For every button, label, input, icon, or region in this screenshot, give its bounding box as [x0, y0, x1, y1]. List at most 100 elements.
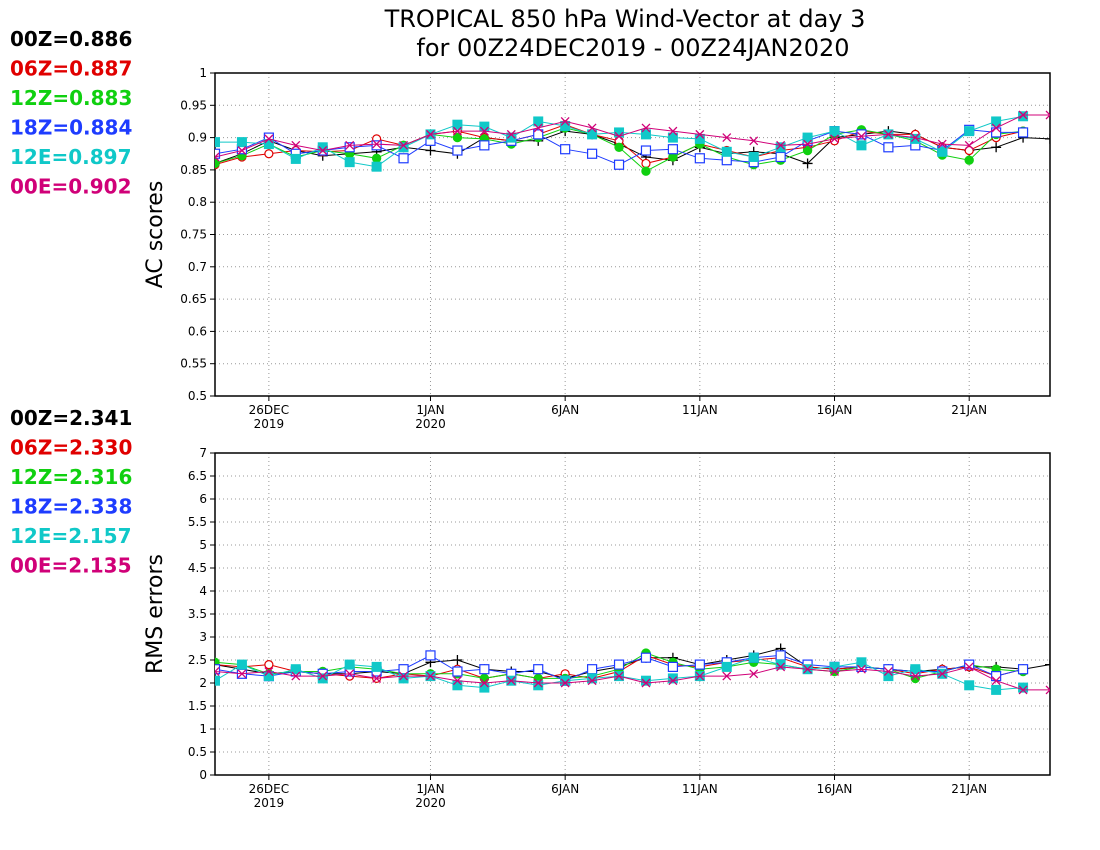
data-point-00E: [668, 676, 678, 686]
data-point-12E: [398, 142, 409, 153]
data-point-12E: [964, 126, 975, 137]
data-point-12E: [748, 151, 759, 162]
data-point-12E: [910, 664, 921, 675]
data-point-12E: [236, 137, 247, 148]
data-point-00E: [345, 140, 355, 150]
data-point-18Z: [613, 159, 625, 170]
data-point-00E: [937, 669, 947, 679]
data-point-00E: [318, 146, 328, 155]
legend-entry-00E: 00E=0.902: [10, 175, 132, 199]
data-point-00E: [533, 123, 543, 133]
data-point-06Z: [964, 145, 974, 156]
data-point-00E: [479, 126, 489, 136]
x-tick-sublabel: 2019: [254, 796, 285, 810]
data-point-18Z: [694, 659, 705, 670]
data-point-00E: [776, 662, 786, 672]
data-point-12E: [452, 680, 463, 691]
data-point-12E: [748, 652, 759, 663]
data-point-06Z: [264, 149, 274, 159]
data-point-18Z: [533, 129, 544, 140]
data-point-00Z: [425, 145, 436, 156]
data-point-00E: [506, 676, 516, 686]
data-point-12E: [236, 659, 247, 670]
data-point-00E: [345, 669, 355, 679]
y-tick-label: 0.5: [188, 389, 207, 403]
data-point-12E: [215, 675, 220, 686]
data-point-12E: [667, 132, 678, 143]
y-tick-label: 0.65: [180, 292, 207, 306]
y-tick-label: 0: [199, 768, 207, 782]
data-point-00E: [830, 134, 839, 144]
data-point-12Z: [479, 673, 490, 684]
data-point-00E: [399, 671, 409, 681]
data-point-18Z: [344, 142, 355, 153]
data-point-00Z: [991, 142, 1002, 153]
data-point-18Z: [883, 142, 894, 153]
data-point-00E: [964, 140, 974, 150]
data-point-12E: [721, 146, 732, 157]
y-tick-label: 0.55: [180, 357, 207, 371]
data-point-00E: [587, 123, 597, 133]
plot-frame: [214, 452, 1051, 776]
data-point-18Z: [479, 664, 490, 675]
legend-entry-12E: 12E=0.897: [10, 145, 132, 169]
data-point-00E: [237, 669, 247, 679]
data-point-00E: [237, 146, 247, 155]
data-point-12E: [215, 137, 220, 148]
data-point-18Z: [586, 148, 598, 159]
x-tick-label: 16JAN: [817, 782, 853, 796]
y-tick-label: 1: [199, 66, 207, 80]
data-point-00E: [991, 123, 1001, 133]
series-group: [215, 643, 1050, 695]
data-point-18Z: [425, 650, 436, 661]
y-tick-label: 4: [199, 584, 207, 598]
data-point-18Z: [640, 145, 652, 156]
series-line-00E: [215, 666, 1050, 691]
data-point-00E: [722, 671, 732, 681]
data-point-00E: [318, 671, 328, 681]
legend-entry-00Z: 00Z=2.341: [10, 406, 132, 430]
data-point-18Z: [452, 145, 463, 156]
y-axis-title: RMS errors: [143, 554, 168, 674]
data-point-00E: [695, 671, 705, 681]
data-point-00Z: [1045, 133, 1050, 144]
data-point-18Z: [613, 659, 625, 670]
data-point-00E: [830, 667, 839, 676]
data-point-18Z: [667, 144, 679, 155]
data-point-12E: [452, 119, 463, 130]
data-point-12Z: [641, 166, 651, 176]
data-point-00E: [883, 667, 893, 676]
y-tick-label: 7: [199, 446, 207, 460]
data-point-06Z: [641, 158, 651, 169]
data-point-00E: [776, 140, 786, 150]
data-point-18Z: [1017, 664, 1029, 675]
data-point-12E: [721, 661, 732, 672]
data-point-00E: [910, 133, 920, 143]
legend-entry-00Z: 00Z=0.886: [10, 27, 132, 51]
data-point-00E: [291, 671, 301, 681]
y-tick-label: 1.5: [188, 699, 207, 713]
data-point-12E: [775, 142, 786, 153]
data-point-00E: [856, 664, 866, 674]
y-tick-label: 2.5: [188, 653, 207, 667]
data-point-12E: [317, 142, 328, 153]
data-point-12E: [560, 120, 571, 131]
chart-panel-ac: 0.5 0.55 0.6 0.65 0.7 0.75 0.8 0.85 0.9 0.95 1 26DE…: [10, 27, 1051, 431]
y-tick-label: 3: [199, 630, 207, 644]
data-point-12E: [290, 153, 301, 164]
data-point-12E: [506, 132, 517, 143]
data-point-12E: [587, 129, 598, 140]
data-point-00E: [533, 678, 543, 688]
data-point-12E: [802, 132, 813, 143]
data-point-00E: [749, 669, 759, 679]
data-point-18Z: [1017, 127, 1029, 138]
data-point-12E: [263, 139, 274, 150]
data-point-12Z: [614, 142, 624, 152]
data-point-00E: [641, 678, 651, 688]
data-point-00E: [1045, 110, 1050, 120]
legend-entry-18Z: 18Z=0.884: [10, 116, 132, 140]
y-tick-label: 0.7: [188, 260, 207, 274]
data-point-12E: [479, 121, 490, 132]
data-point-00E: [614, 131, 624, 141]
